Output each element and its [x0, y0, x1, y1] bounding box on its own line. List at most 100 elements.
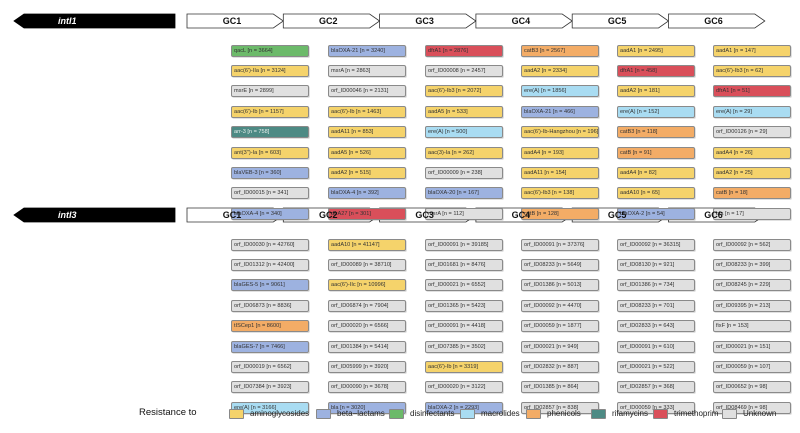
- gene-box: dfrA27 [n = 301]: [328, 207, 406, 220]
- legend-title: Resistance to: [139, 407, 197, 418]
- cassette-label-gc6: GC6: [704, 210, 723, 220]
- gene-box: blaGES-7 [n = 7466]: [231, 340, 309, 353]
- gene-box: orf_ID00015 [n = 341]: [231, 187, 309, 200]
- gene-box: aac(6')-IIa [n = 3124]: [231, 64, 309, 77]
- gene-box: orf_ID02857 [n = 368]: [617, 381, 695, 394]
- gene-box: arr-3 [n = 758]: [231, 126, 309, 139]
- legend-swatch: [653, 409, 668, 419]
- gene-box: orf_ID01365 [n = 5423]: [425, 299, 503, 312]
- gene-box: blaOXA-20 [n = 167]: [425, 187, 503, 200]
- cassette-label-gc1: GC1: [222, 16, 242, 26]
- gene-box: ant(3'')-Ia [n = 603]: [231, 146, 309, 159]
- cassette-label-gc5: GC5: [607, 16, 627, 26]
- cassette-arrow-0-0: [186, 13, 284, 29]
- gene-box: aadA11 [n = 154]: [521, 166, 599, 179]
- gene-box: aadA5 [n = 533]: [425, 105, 503, 118]
- gene-box: orf_ID00019 [n = 6562]: [231, 360, 309, 373]
- gene-box: orf_ID00126 [n = 29]: [713, 126, 791, 139]
- gene-box: aadA2 [n = 515]: [328, 166, 406, 179]
- gene-box: orf_ID00021 [n = 949]: [521, 340, 599, 353]
- gene-box: aadA2 [n = 2334]: [521, 64, 599, 77]
- gene-box: ere(A) [n = 1856]: [521, 85, 599, 98]
- cassette-label-gc4: GC4: [511, 210, 531, 220]
- legend-label: beta−lactams: [337, 409, 385, 418]
- gene-box: orf_ID01384 [n = 5414]: [328, 340, 406, 353]
- gene-box: orf_ID00089 [n = 38710]: [328, 258, 406, 271]
- gene-box: aadA2 [n = 181]: [617, 85, 695, 98]
- gene-box: orf_ID00009 [n = 238]: [425, 166, 503, 179]
- legend-swatch: [722, 409, 737, 419]
- legend-label: Unknown: [743, 409, 777, 418]
- gene-box: orf_ID00092 [n = 4470]: [521, 299, 599, 312]
- gene-box: aadA11 [n = 853]: [328, 126, 406, 139]
- legend-swatch: [389, 409, 404, 419]
- gene-box: blaGES-5 [n = 9061]: [231, 279, 309, 292]
- gene-box: orf_ID01386 [n = 5013]: [521, 279, 599, 292]
- gene-box: aadA4 [n = 26]: [713, 146, 791, 159]
- gene-box: orf_ID00091 [n = 39185]: [425, 238, 503, 251]
- gene-box: aadA1 [n = 2495]: [617, 44, 695, 57]
- cassette-label-gc5: GC5: [607, 210, 627, 220]
- gene-box: aadA2 [n = 25]: [713, 166, 791, 179]
- gene-box: blaOXA-21 [n = 466]: [521, 105, 599, 118]
- gene-box: aac(6')-Ib3 [n = 62]: [713, 64, 791, 77]
- legend-swatch: [591, 409, 606, 419]
- gene-box: orf_ID00652 [n = 98]: [713, 381, 791, 394]
- gene-box: bla [n = 17]: [713, 207, 791, 220]
- gene-box: orf_ID01386 [n = 734]: [617, 279, 695, 292]
- gene-box: orf_ID05999 [n = 3920]: [328, 360, 406, 373]
- gene-box: aac(6')-Ib-Hangzhou [n = 196]: [521, 126, 599, 139]
- gene-box: msrA [n = 112]: [425, 207, 503, 220]
- gene-box: orf_ID00092 [n = 562]: [713, 238, 791, 251]
- gene-box: orf_ID02832 [n = 887]: [521, 360, 599, 373]
- legend-swatch: [460, 409, 475, 419]
- gene-box: bla [n = 3020]: [328, 401, 406, 414]
- legend-swatch: [229, 409, 244, 419]
- gene-box: aac(6')-IIc [n = 10996]: [328, 279, 406, 292]
- gene-box: ere(A) [n = 500]: [425, 126, 503, 139]
- gene-box: orf_ID00021 [n = 6552]: [425, 279, 503, 292]
- gene-box: orf_ID00021 [n = 522]: [617, 360, 695, 373]
- gene-box: catB3 [n = 118]: [617, 126, 695, 139]
- gene-box: aadA10 [n = 65]: [617, 187, 695, 200]
- legend-label: trimethoprim: [674, 409, 719, 418]
- gene-box: aadA4 [n = 193]: [521, 146, 599, 159]
- legend-label: disinfectants: [410, 409, 455, 418]
- gene-box: orf_ID08233 [n = 701]: [617, 299, 695, 312]
- gene-box: aac(6')-Ib3 [n = 2072]: [425, 85, 503, 98]
- gene-box: tISCep1 [n = 8600]: [231, 320, 309, 333]
- gene-box: orf_ID00090 [n = 3678]: [328, 381, 406, 394]
- gene-box: blaOXA-4 [n = 340]: [231, 207, 309, 220]
- gene-box: dfrA1 [n = 2876]: [425, 44, 503, 57]
- gene-box: orf_ID08245 [n = 229]: [713, 279, 791, 292]
- gene-box: orf_ID07385 [n = 3502]: [425, 340, 503, 353]
- integrase-label-0: intI1: [58, 16, 77, 26]
- cassette-label-gc4: GC4: [511, 16, 531, 26]
- gene-box: catB [n = 18]: [713, 187, 791, 200]
- gene-box: orf_ID00021 [n = 151]: [713, 340, 791, 353]
- gene-box: dfrA1 [n = 51]: [713, 85, 791, 98]
- gene-box: blaOXA-4 [n = 392]: [328, 187, 406, 200]
- gene-box: orf_ID09395 [n = 213]: [713, 299, 791, 312]
- gene-box: msrE [n = 2899]: [231, 85, 309, 98]
- gene-box: aadA1 [n = 147]: [713, 44, 791, 57]
- gene-box: aadA4 [n = 82]: [617, 166, 695, 179]
- cassette-arrow-0-5: [668, 13, 766, 29]
- cassette-label-gc2: GC2: [319, 210, 338, 220]
- cassette-label-gc2: GC2: [319, 16, 338, 26]
- gene-box: orf_ID01385 [n = 864]: [521, 381, 599, 394]
- gene-box: catB3 [n = 2567]: [521, 44, 599, 57]
- integrase-arrow-0: [13, 13, 176, 29]
- gene-box: orf_ID01681 [n = 8476]: [425, 258, 503, 271]
- cassette-arrow-0-4: [571, 13, 670, 29]
- gene-box: aac(6')-Ib [n = 3319]: [425, 360, 503, 373]
- gene-box: aac(6')-Ib3 [n = 138]: [521, 187, 599, 200]
- gene-box: dfrA1 [n = 458]: [617, 64, 695, 77]
- gene-box: orf_ID08233 [n = 5649]: [521, 258, 599, 271]
- gene-box: catB [n = 91]: [617, 146, 695, 159]
- gene-box: orf_ID06873 [n = 8836]: [231, 299, 309, 312]
- cassette-label-gc3: GC3: [415, 210, 434, 220]
- gene-box: orf_ID00020 [n = 3122]: [425, 381, 503, 394]
- cassette-arrow-0-3: [475, 13, 573, 29]
- gene-box: orf_ID06874 [n = 7904]: [328, 299, 406, 312]
